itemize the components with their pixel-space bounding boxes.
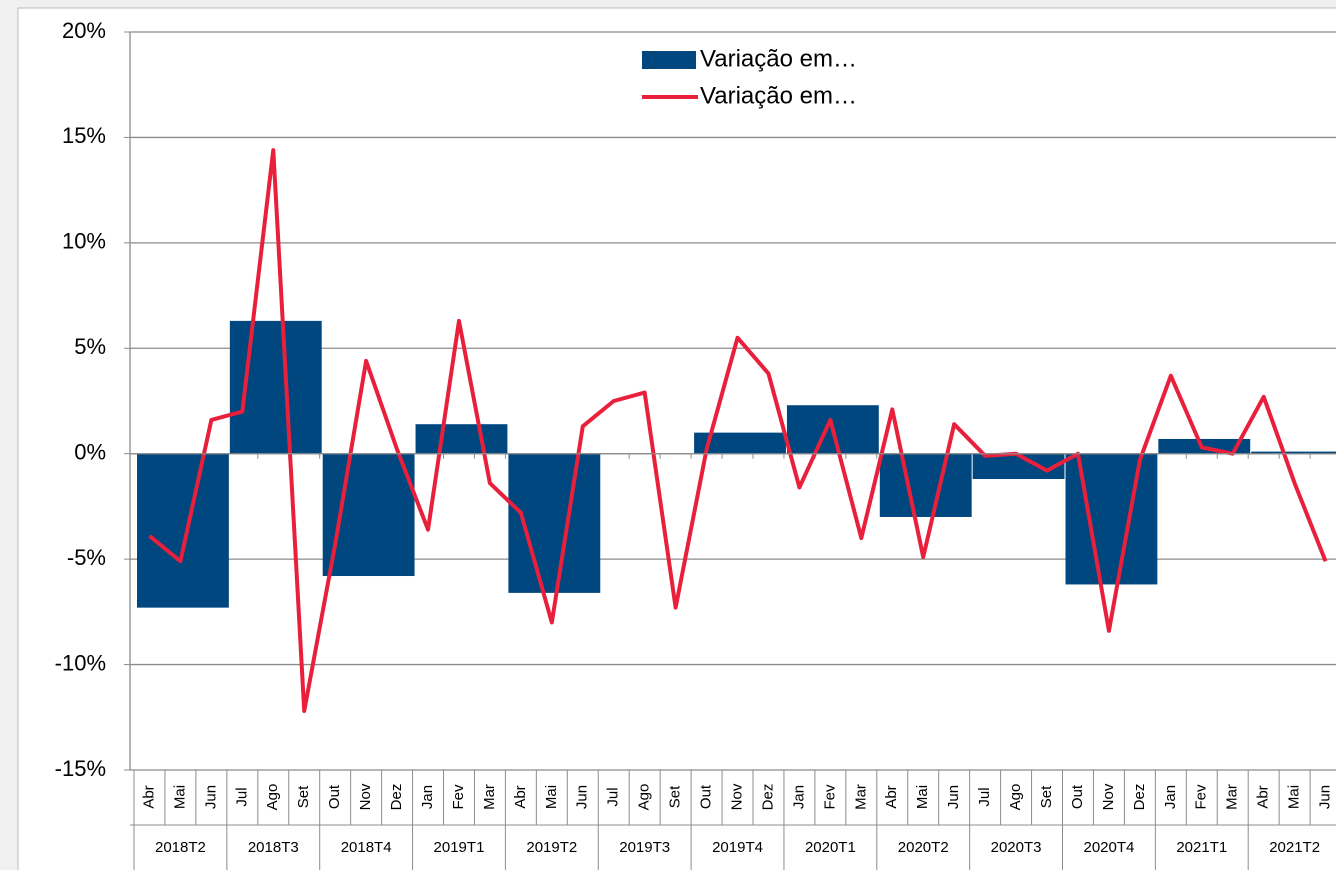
x-tick-label: Fev bbox=[821, 784, 838, 810]
x-tick-label: Set bbox=[667, 785, 684, 808]
y-tick-label: 20% bbox=[62, 18, 106, 43]
bar bbox=[322, 453, 415, 577]
x-tick-label: Set bbox=[1038, 785, 1055, 808]
x-group-label: 2020T1 bbox=[805, 839, 856, 856]
x-group-label: 2019T2 bbox=[526, 839, 577, 856]
x-tick-label: Nov bbox=[1100, 783, 1117, 810]
bar bbox=[1065, 453, 1158, 585]
bar bbox=[137, 453, 229, 608]
x-tick-label: Dez bbox=[388, 784, 405, 811]
y-tick-label: -10% bbox=[55, 650, 106, 675]
bar bbox=[415, 424, 508, 454]
bar bbox=[1251, 451, 1336, 454]
x-tick-label: Dez bbox=[759, 784, 776, 811]
x-tick-label: Ago bbox=[1007, 784, 1024, 811]
bar bbox=[694, 432, 786, 454]
x-tick-label: Mai bbox=[543, 785, 560, 809]
x-tick-label: Jan bbox=[790, 785, 807, 809]
x-tick-label: Ago bbox=[636, 784, 653, 811]
bar bbox=[972, 453, 1065, 480]
y-tick-label: 5% bbox=[74, 334, 106, 359]
y-tick-label: 10% bbox=[62, 229, 106, 254]
x-tick-label: Nov bbox=[357, 783, 374, 810]
x-tick-label: Jun bbox=[574, 785, 591, 809]
x-group-label: 2020T4 bbox=[1083, 839, 1134, 856]
x-group-label: 2019T1 bbox=[434, 839, 485, 856]
x-tick-label: Jun bbox=[945, 785, 962, 809]
x-tick-label: Abr bbox=[140, 785, 157, 808]
line bbox=[148, 148, 1328, 713]
x-tick-label: Abr bbox=[1255, 785, 1272, 808]
x-group-label: 2021T2 bbox=[1269, 839, 1320, 856]
legend-swatch bbox=[642, 51, 696, 69]
x-tick-label: Jan bbox=[419, 785, 436, 809]
x-group-label: 2020T3 bbox=[991, 839, 1042, 856]
x-tick-label: Jun bbox=[202, 785, 219, 809]
legend-label: Variação em… bbox=[700, 45, 857, 72]
y-tick-label: 0% bbox=[74, 440, 106, 465]
x-tick-label: Jul bbox=[605, 787, 622, 806]
x-tick-label: Ago bbox=[264, 784, 281, 811]
x-tick-label: Set bbox=[295, 785, 312, 808]
x-tick-label: Mai bbox=[1286, 785, 1303, 809]
x-group-label: 2019T4 bbox=[712, 839, 763, 856]
x-group-label: 2018T3 bbox=[248, 839, 299, 856]
bar bbox=[879, 453, 972, 517]
x-tick-label: Jul bbox=[233, 787, 250, 806]
x-tick-label: Dez bbox=[1131, 784, 1148, 811]
legend-label: Variação em… bbox=[700, 82, 857, 109]
x-tick-label: Mar bbox=[1224, 784, 1241, 810]
x-group-label: 2021T1 bbox=[1176, 839, 1227, 856]
x-tick-label: Out bbox=[326, 784, 343, 809]
x-group-label: 2020T2 bbox=[898, 839, 949, 856]
x-group-label: 2019T3 bbox=[619, 839, 670, 856]
x-tick-label: Abr bbox=[512, 785, 529, 808]
x-tick-label: Jun bbox=[1317, 785, 1334, 809]
x-group-label: 2018T2 bbox=[155, 839, 206, 856]
y-tick-label: 15% bbox=[62, 123, 106, 148]
x-tick-label: Mai bbox=[914, 785, 931, 809]
x-tick-label: Jul bbox=[976, 787, 993, 806]
y-tick-label: -15% bbox=[55, 756, 106, 781]
x-tick-label: Mar bbox=[852, 784, 869, 810]
x-tick-label: Out bbox=[1069, 784, 1086, 809]
x-tick-label: Fev bbox=[1193, 784, 1210, 810]
x-tick-label: Nov bbox=[728, 783, 745, 810]
x-tick-label: Mai bbox=[171, 785, 188, 809]
x-tick-label: Jan bbox=[1162, 785, 1179, 809]
y-tick-label: -5% bbox=[67, 545, 106, 570]
x-group-label: 2018T4 bbox=[341, 839, 392, 856]
x-tick-label: Fev bbox=[450, 784, 467, 810]
x-tick-label: Mar bbox=[481, 784, 498, 810]
x-tick-label: Abr bbox=[883, 785, 900, 808]
x-tick-label: Out bbox=[698, 784, 715, 809]
